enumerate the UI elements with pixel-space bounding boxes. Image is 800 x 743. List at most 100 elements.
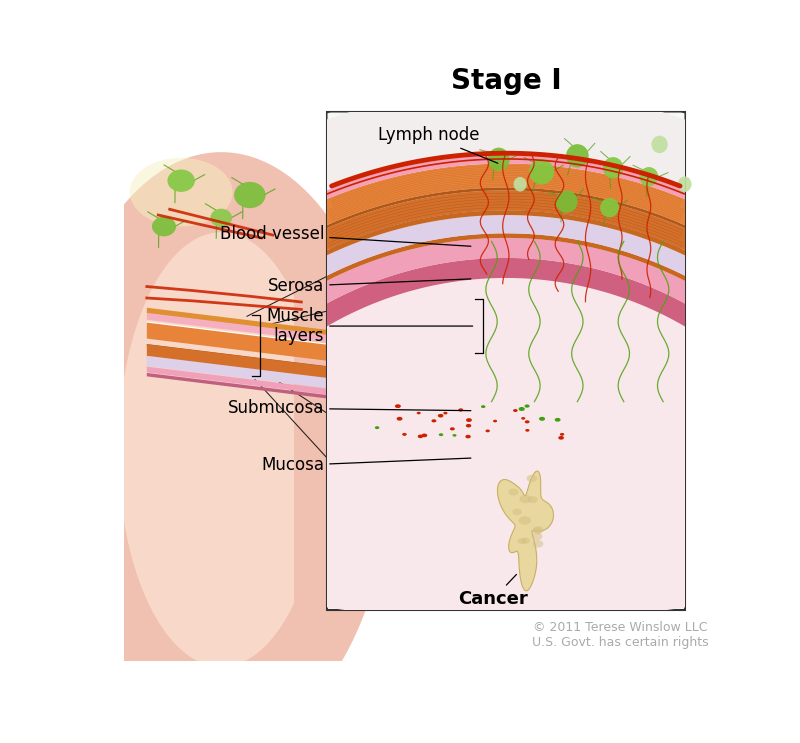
Polygon shape	[88, 210, 800, 574]
Polygon shape	[147, 366, 327, 395]
Ellipse shape	[167, 169, 195, 192]
Text: Submucosa: Submucosa	[228, 399, 471, 418]
Ellipse shape	[526, 475, 538, 482]
Bar	[327, 112, 685, 610]
Bar	[327, 112, 685, 610]
Ellipse shape	[438, 414, 443, 418]
Text: Serosa: Serosa	[268, 277, 471, 295]
Polygon shape	[147, 356, 327, 388]
Text: Mucosa: Mucosa	[261, 456, 471, 475]
Ellipse shape	[422, 433, 427, 437]
Ellipse shape	[513, 409, 518, 412]
Bar	[327, 112, 685, 610]
Text: Muscle
layers: Muscle layers	[266, 307, 473, 345]
Polygon shape	[115, 238, 800, 580]
Bar	[327, 112, 685, 610]
Bar	[327, 112, 685, 610]
Text: Stage I: Stage I	[450, 67, 561, 95]
Ellipse shape	[556, 190, 578, 212]
Ellipse shape	[466, 435, 471, 438]
Ellipse shape	[518, 538, 526, 544]
Ellipse shape	[532, 528, 542, 534]
Ellipse shape	[525, 404, 530, 408]
Ellipse shape	[554, 418, 561, 422]
Ellipse shape	[450, 427, 454, 430]
Bar	[327, 112, 685, 610]
Ellipse shape	[431, 419, 436, 423]
Ellipse shape	[493, 420, 497, 422]
Ellipse shape	[518, 407, 525, 411]
Polygon shape	[68, 190, 800, 574]
Text: Lymph node: Lymph node	[378, 126, 498, 163]
Ellipse shape	[458, 409, 463, 412]
Text: Blood vessel: Blood vessel	[220, 225, 471, 246]
Ellipse shape	[486, 429, 490, 432]
Ellipse shape	[438, 433, 443, 436]
Polygon shape	[147, 322, 327, 361]
Ellipse shape	[526, 429, 530, 432]
Ellipse shape	[488, 148, 510, 171]
Ellipse shape	[521, 417, 526, 420]
Ellipse shape	[512, 508, 522, 515]
Polygon shape	[134, 258, 800, 583]
Text: © 2011 Terese Winslow LLC
U.S. Govt. has certain rights: © 2011 Terese Winslow LLC U.S. Govt. has…	[532, 621, 709, 649]
Polygon shape	[147, 344, 327, 369]
Ellipse shape	[521, 537, 530, 544]
Ellipse shape	[603, 157, 623, 178]
Ellipse shape	[234, 182, 266, 208]
Ellipse shape	[558, 436, 564, 440]
Polygon shape	[147, 322, 327, 348]
Ellipse shape	[210, 209, 232, 227]
Ellipse shape	[539, 417, 545, 421]
Ellipse shape	[466, 418, 472, 422]
Bar	[327, 112, 685, 610]
Polygon shape	[65, 187, 800, 571]
Ellipse shape	[453, 434, 457, 437]
Ellipse shape	[651, 136, 668, 153]
Ellipse shape	[152, 217, 176, 236]
Ellipse shape	[397, 417, 402, 421]
Bar	[327, 112, 685, 610]
Bar	[327, 112, 685, 610]
Ellipse shape	[417, 412, 421, 415]
Ellipse shape	[529, 159, 554, 184]
Ellipse shape	[527, 496, 538, 503]
Ellipse shape	[481, 405, 486, 408]
Polygon shape	[34, 155, 800, 568]
Polygon shape	[50, 152, 385, 743]
Polygon shape	[110, 233, 800, 578]
Bar	[327, 112, 685, 610]
Polygon shape	[42, 163, 800, 571]
Ellipse shape	[514, 177, 526, 192]
Ellipse shape	[525, 421, 530, 424]
Ellipse shape	[532, 533, 542, 540]
Bar	[327, 112, 685, 610]
Ellipse shape	[466, 424, 471, 427]
Ellipse shape	[130, 158, 233, 227]
Ellipse shape	[443, 412, 447, 415]
Polygon shape	[147, 313, 327, 342]
Polygon shape	[118, 233, 294, 667]
Ellipse shape	[375, 426, 379, 429]
Ellipse shape	[402, 433, 406, 436]
Ellipse shape	[518, 516, 531, 525]
Text: Cancer: Cancer	[458, 574, 528, 608]
Ellipse shape	[532, 540, 543, 548]
Polygon shape	[147, 373, 327, 398]
Bar	[327, 112, 685, 610]
Polygon shape	[0, 83, 800, 566]
Ellipse shape	[508, 489, 518, 496]
Ellipse shape	[566, 144, 589, 167]
Polygon shape	[92, 215, 800, 577]
Ellipse shape	[639, 167, 658, 186]
Polygon shape	[147, 308, 327, 336]
Ellipse shape	[678, 176, 691, 192]
Ellipse shape	[560, 433, 564, 435]
Polygon shape	[498, 471, 554, 591]
Ellipse shape	[600, 198, 619, 218]
Ellipse shape	[519, 495, 532, 503]
Polygon shape	[147, 344, 327, 379]
Ellipse shape	[533, 526, 544, 533]
Polygon shape	[0, 89, 800, 633]
Ellipse shape	[418, 435, 423, 438]
